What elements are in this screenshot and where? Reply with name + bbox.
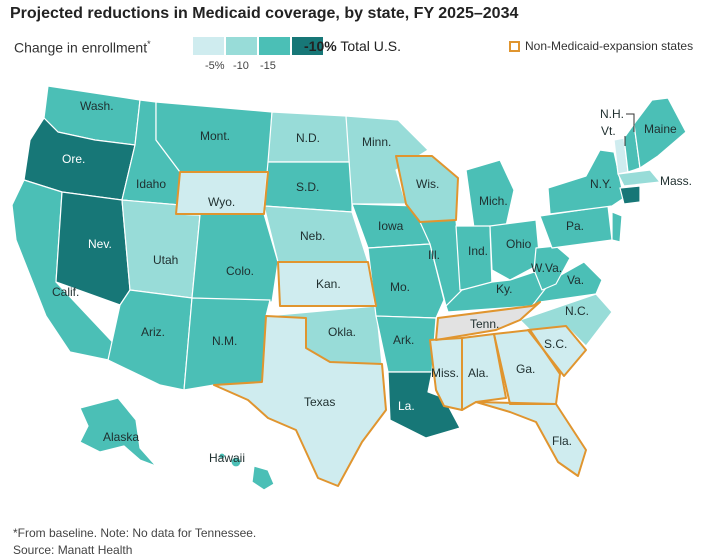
legend-swatch-4 <box>292 37 323 55</box>
label-ind: Ind. <box>468 244 488 258</box>
legend-swatch-1 <box>193 37 224 55</box>
legend-label: Change in enrollment* <box>14 39 151 56</box>
chart-title: Projected reductions in Medicaid coverag… <box>10 5 519 22</box>
label-wash: Wash. <box>80 99 114 113</box>
label-ala: Ala. <box>468 366 489 380</box>
label-sd: S.D. <box>296 180 319 194</box>
legend-swatch-3 <box>259 37 290 55</box>
state-mass[interactable] <box>617 169 661 187</box>
label-hawaii: Hawaii <box>209 451 245 465</box>
total-value: -10% <box>304 38 337 54</box>
label-vt: Vt. <box>601 124 616 138</box>
label-iowa: Iowa <box>378 219 404 233</box>
legend-footnote-mark: * <box>147 39 151 49</box>
label-miss: Miss. <box>431 366 459 380</box>
label-mont: Mont. <box>200 129 230 143</box>
non-expansion-outline-ga <box>493 329 561 405</box>
legend-ticks: -5% -10 -15 <box>193 60 333 76</box>
non-expansion-outline-fla <box>475 401 587 477</box>
label-mich: Mich. <box>479 194 508 208</box>
legend-swatch-2 <box>226 37 257 55</box>
label-wis: Wis. <box>416 177 439 191</box>
label-texas: Texas <box>304 395 335 409</box>
state-ind[interactable] <box>455 225 493 291</box>
label-ny: N.Y. <box>590 177 612 191</box>
label-maine: Maine <box>644 122 677 136</box>
label-nc: N.C. <box>565 304 589 318</box>
total-label: Total U.S. <box>340 38 402 54</box>
leader-nh <box>626 113 635 132</box>
legend-swatches <box>193 37 325 55</box>
label-va: Va. <box>567 273 584 287</box>
state-mo[interactable] <box>367 243 445 319</box>
legend-tick: -5% <box>205 60 225 72</box>
label-la: La. <box>398 399 415 413</box>
source-line: Source: Manatt Health <box>13 543 133 557</box>
label-fla: Fla. <box>552 434 572 448</box>
label-idaho: Idaho <box>136 177 166 191</box>
label-minn: Minn. <box>362 135 391 149</box>
label-nm: N.M. <box>212 334 237 348</box>
label-mass: Mass. <box>660 174 692 188</box>
label-tenn: Tenn. <box>470 317 499 331</box>
label-ariz: Ariz. <box>141 325 165 339</box>
non-expansion-outline-wyo <box>175 171 269 215</box>
state-la[interactable] <box>387 371 461 439</box>
non-expansion-outline-kan <box>277 261 377 307</box>
non-expansion-label: Non-Medicaid-expansion states <box>525 39 694 53</box>
label-wva: W.Va. <box>531 261 562 275</box>
non-expansion-outline-miss <box>429 337 463 411</box>
label-okla: Okla. <box>328 325 356 339</box>
label-nd: N.D. <box>296 131 320 145</box>
state-hawaii-island[interactable] <box>251 465 275 491</box>
label-pa: Pa. <box>566 219 584 233</box>
non-expansion-outline-sc <box>527 325 587 377</box>
label-nh: N.H. <box>600 107 624 121</box>
label-kan: Kan. <box>316 277 341 291</box>
non-expansion-outline-texas <box>213 315 387 487</box>
label-ga: Ga. <box>516 362 535 376</box>
state-ny[interactable] <box>547 149 625 215</box>
state-hawaii-maui[interactable] <box>230 456 242 468</box>
label-colo: Colo. <box>226 264 254 278</box>
legend-tick: -10 <box>233 60 249 72</box>
legend-label-text: Change in enrollment <box>14 39 148 56</box>
state-ohio[interactable] <box>489 219 541 281</box>
state-alaska[interactable] <box>79 397 157 467</box>
label-ill: Ill. <box>428 248 440 262</box>
state-maine[interactable] <box>633 97 687 169</box>
non-expansion-outline-ala <box>461 333 507 411</box>
label-sc: S.C. <box>544 337 567 351</box>
label-ark: Ark. <box>393 333 414 347</box>
state-ariz[interactable] <box>107 289 193 391</box>
label-nev: Nev. <box>88 237 112 251</box>
label-calif: Calif. <box>52 285 79 299</box>
label-neb: Neb. <box>300 229 325 243</box>
non-expansion-outline-wis <box>395 155 459 223</box>
state-hawaii-oahu[interactable] <box>218 452 226 460</box>
label-wyo: Wyo. <box>208 195 235 209</box>
non-expansion-legend: Non-Medicaid-expansion states <box>509 39 693 53</box>
legend-total: -10% Total U.S. <box>304 38 401 54</box>
label-ohio: Ohio <box>506 237 532 251</box>
label-ore: Ore. <box>62 152 85 166</box>
label-ky: Ky. <box>496 282 512 296</box>
label-utah: Utah <box>153 253 178 267</box>
state-mich[interactable] <box>465 159 515 229</box>
non-expansion-swatch <box>509 40 520 52</box>
legend-tick: -15 <box>260 60 276 72</box>
label-mo: Mo. <box>390 280 410 294</box>
footnote: *From baseline. Note: No data for Tennes… <box>13 526 257 540</box>
label-alaska: Alaska <box>103 430 139 444</box>
state-nj[interactable] <box>611 211 623 243</box>
state-ct[interactable] <box>619 185 641 205</box>
